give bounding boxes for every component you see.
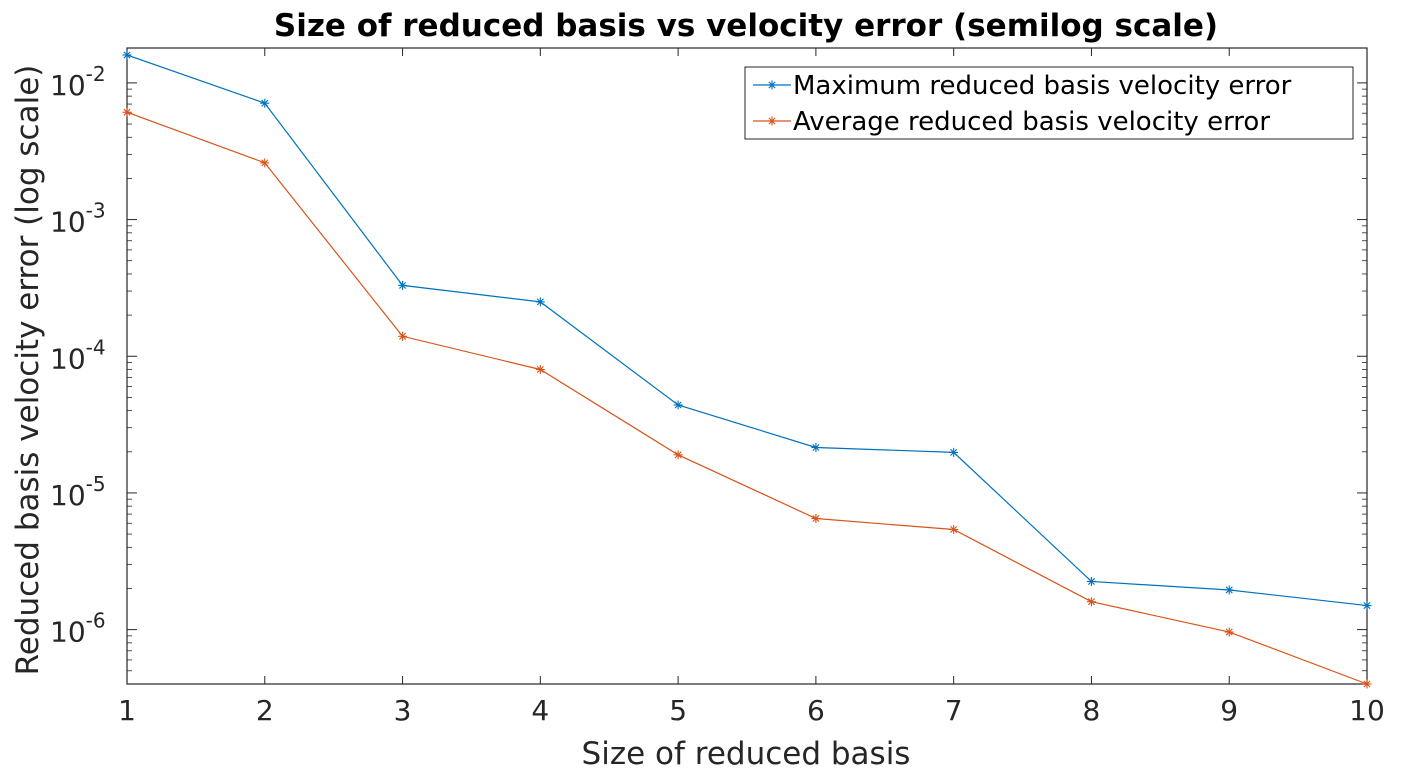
- legend-entry: Maximum reduced basis velocity error: [793, 71, 1292, 101]
- series-1-point: [1224, 585, 1234, 595]
- series-1-point: [949, 447, 959, 457]
- series-1-point: [1086, 576, 1096, 586]
- y-tick-label: 10-4: [50, 335, 106, 375]
- chart-title: Size of reduced basis vs velocity error …: [274, 8, 1218, 44]
- series-2-point: [1362, 679, 1372, 689]
- series-2-point: [1224, 627, 1234, 637]
- x-tick-label: 8: [1083, 694, 1101, 727]
- plot-area: 1 2 3 4 5 6 7 8 9 10 10-2 10-3 10-4 10-5 10-6 Maximum r…: [50, 47, 1385, 727]
- series-2-point: [260, 158, 270, 168]
- series-1-point: [535, 297, 545, 307]
- series-1-point: [260, 98, 270, 108]
- x-tick-label: 3: [394, 694, 412, 727]
- y-tick-label: 10-5: [50, 472, 106, 512]
- x-tick-label: 6: [807, 694, 825, 727]
- series-2-point: [1086, 597, 1096, 607]
- series-2-point: [535, 364, 545, 374]
- series-2-point: [122, 107, 132, 117]
- x-tick-label: 5: [669, 694, 687, 727]
- x-tick-label: 7: [945, 694, 963, 727]
- legend-marker: [767, 116, 777, 126]
- legend-marker: [767, 80, 777, 90]
- series-2-point: [949, 525, 959, 535]
- x-tick-label: 2: [256, 694, 274, 727]
- x-axis-label: Size of reduced basis: [582, 736, 911, 772]
- x-tick-label: 10: [1349, 694, 1385, 727]
- series-1-point: [1362, 601, 1372, 611]
- legend-entry: Average reduced basis velocity error: [793, 107, 1270, 137]
- series-2-point: [673, 450, 683, 460]
- series-1-point: [811, 442, 821, 452]
- series-1-point: [398, 280, 408, 290]
- x-tick-label: 4: [531, 694, 549, 727]
- series-line-1: [126, 54, 1368, 607]
- series-1-point: [122, 50, 132, 60]
- y-tick-label: 10-2: [50, 62, 106, 102]
- x-tick-label: 9: [1220, 694, 1238, 727]
- series-2-point: [398, 331, 408, 341]
- legend-box: [744, 66, 1354, 140]
- series-1-point: [673, 400, 683, 410]
- y-axis-label: Reduced basis velocity error (log scale): [10, 65, 46, 676]
- series-2-point: [811, 514, 821, 524]
- y-tick-label: 10-6: [50, 609, 106, 649]
- plot-frame: [126, 47, 1368, 685]
- y-tick-label: 10-3: [50, 199, 106, 239]
- series-line-2: [126, 111, 1368, 685]
- x-tick-label: 1: [118, 694, 136, 727]
- legend: Maximum reduced basis velocity error Aver…: [744, 66, 1354, 140]
